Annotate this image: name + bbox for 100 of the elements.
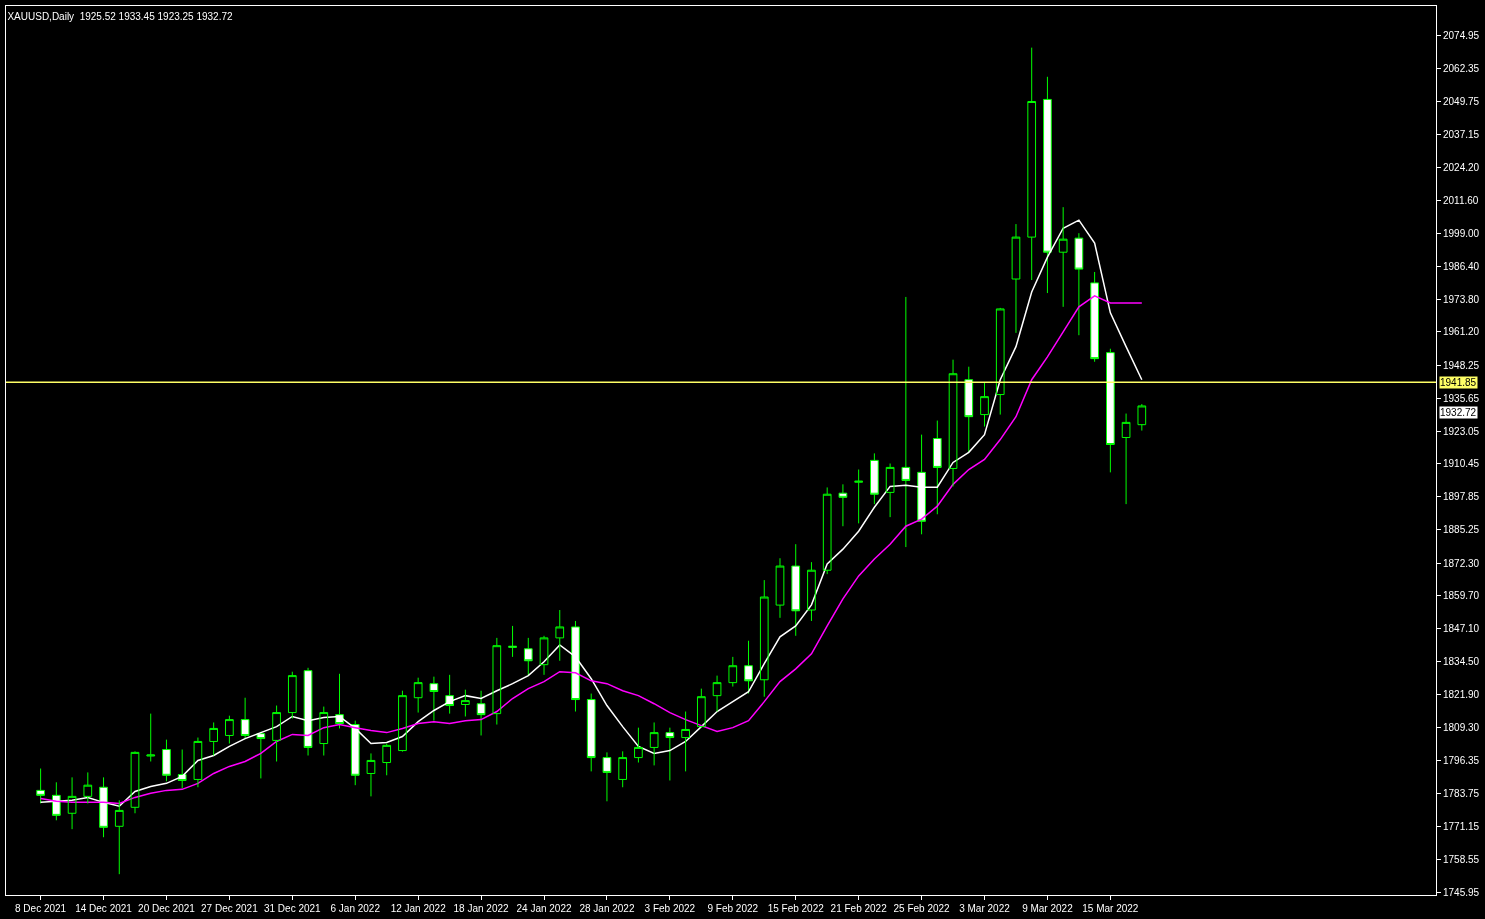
candlestick [696,688,706,729]
y-tick-label: 1758.55 [1443,853,1480,865]
candlestick [901,296,911,548]
y-tick-label: 1859.70 [1443,590,1480,602]
y-tick-label: 1986.40 [1443,260,1480,272]
candlestick [1121,413,1131,505]
x-tick-label: 3 Mar 2022 [959,903,1011,914]
candlestick [319,706,329,757]
x-tick-label: 9 Mar 2022 [1022,903,1074,914]
text: XAUUSD,Daily 1925.52 1933.45 1923.25 1932.72 [7,10,234,22]
x-tick-label: 3 Feb 2022 [644,903,696,914]
y-tick-label: 1834.50 [1443,656,1480,668]
candlestick [1090,271,1099,363]
candlestick [83,771,93,804]
candlestick [1106,348,1115,473]
y-tick-label: 1999.00 [1443,227,1480,239]
candlestick [287,671,297,720]
candlestick [523,637,533,677]
y-tick-label: 2011.60 [1443,195,1479,207]
y-tick-label: 2074.95 [1443,30,1480,42]
y-tick-label: 1923.05 [1443,425,1480,437]
y-tick-label: 2062.35 [1443,63,1480,75]
candlestick [649,721,659,766]
candlestick [1074,232,1084,336]
x-tick-label: 15 Feb 2022 [767,903,825,914]
candlestick [807,561,816,622]
y-tick-label: 2037.15 [1443,128,1480,140]
candlestick [162,739,171,782]
x-tick-label: 6 Jan 2022 [330,903,381,914]
y-tick-label: 1872.30 [1443,557,1480,569]
candlestick [508,625,517,658]
candlestick [398,690,407,753]
candlestick [429,676,439,722]
x-tick-label: 9 Feb 2022 [707,903,759,914]
x-tick-label: 28 Jan 2022 [579,903,635,914]
candlestick [272,705,281,762]
candlestick [114,799,124,875]
x-tick-label: 20 Dec 2021 [138,903,196,914]
y-tick-label: 1885.25 [1443,523,1480,535]
candlestick [256,731,266,779]
candlestick [240,697,250,740]
x-tick-label: 14 Dec 2021 [75,903,133,914]
candlestick [146,713,156,762]
x-tick-label: 27 Dec 2021 [201,903,259,914]
candlestick [870,452,879,505]
candlestick [476,690,486,736]
candlestick [492,637,502,726]
candlestick [932,420,942,515]
y-tick-label: 1910.45 [1443,458,1480,470]
y-tick-label: 1948.25 [1443,360,1480,372]
x-tick-label: 8 Dec 2021 [15,903,67,914]
candlestick [571,620,580,713]
y-tick-label: 1973.80 [1443,293,1480,305]
x-tick-label: 12 Jan 2022 [390,903,447,914]
candlestick [445,674,454,715]
candlestick [413,677,423,714]
y-tick-label: 1821.90 [1443,688,1480,700]
y-tick-label: 1809.30 [1443,721,1480,733]
y-tick-label: 1961.20 [1443,326,1480,338]
candlestick [350,720,360,786]
candlestick [917,434,926,535]
candlestick [602,751,612,802]
candlestick [382,743,392,776]
candlestick [225,715,234,745]
candlestick [209,721,219,757]
x-tick-label: 15 Mar 2022 [1082,903,1139,914]
x-tick-label: 24 Jan 2022 [516,903,572,914]
x-tick-label: 21 Feb 2022 [830,903,888,914]
candlestick [303,667,313,757]
candlestick [586,693,596,772]
candlestick [1058,206,1068,308]
y-tick-label: 2049.75 [1443,95,1480,107]
y-tick-label: 1935.65 [1443,392,1480,404]
candlestick [1027,47,1037,281]
y-tick-label: 1847.10 [1443,623,1480,635]
candlestick [980,382,989,428]
x-tick-label: 25 Feb 2022 [893,903,951,914]
y-tick-label: 1897.85 [1443,491,1480,503]
y-tick-label: 1783.75 [1443,788,1480,800]
candlestick [555,609,565,662]
candlestick [618,750,628,788]
text: 1932.72 [1440,407,1477,418]
x-tick-label: 18 Jan 2022 [453,903,510,914]
candlestick [461,689,470,717]
y-tick-label: 1771.15 [1443,820,1480,832]
candlestick [1137,403,1147,432]
candlestick [130,750,140,814]
x-tick-label: 31 Dec 2021 [263,903,322,914]
candlestick [728,656,738,688]
candlestick [854,469,864,524]
ref-line-label: 1941.85 [1440,377,1477,388]
candlestick [665,727,675,781]
candlestick [634,727,643,764]
candlestick [995,307,1005,416]
candlestick [193,737,203,788]
candlestick [177,749,187,789]
y-tick-label: 1796.35 [1443,755,1480,767]
candlestick [964,366,974,453]
candlestick [791,543,801,637]
candlestick [744,640,753,695]
